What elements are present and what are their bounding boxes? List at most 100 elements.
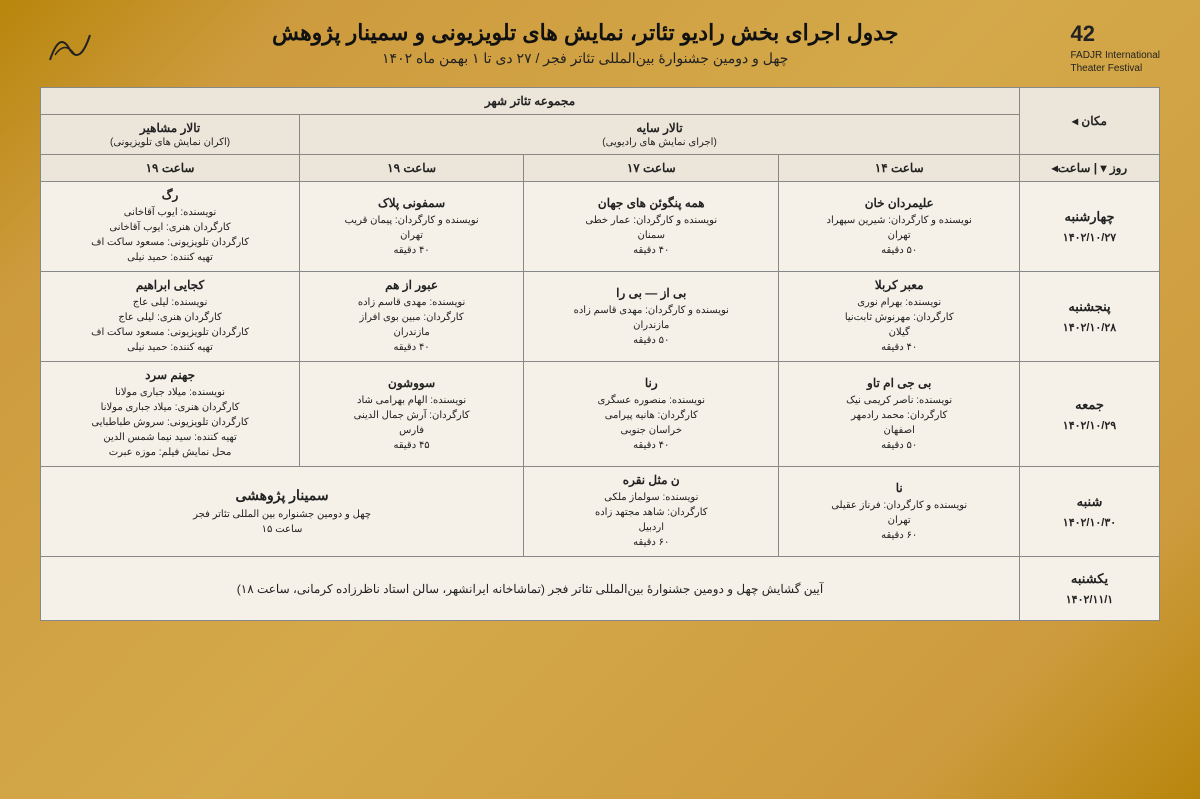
r3-c14-line-1: تهران: [787, 513, 1011, 528]
hall-mashahir-sub: (اکران نمایش های تلویزیونی): [49, 137, 291, 148]
r3-c14-line-0: نویسنده و کارگردان: فرناز عقیلی: [787, 498, 1011, 513]
cell-19a: سمفونی پلاک نویسنده و کارگردان: پیمان قری…: [300, 182, 524, 272]
day-name: شنبه: [1028, 494, 1151, 510]
r1-c19a-title: عبور از هم: [308, 278, 515, 292]
r1-c17-line-0: نویسنده و کارگردان: مهدی قاسم زاده: [532, 303, 770, 318]
header-day-time: روز ▾ | ساعت◂: [1020, 155, 1160, 182]
hall-sayeh-name: تالار سایه: [636, 121, 682, 135]
day-cell: جمعه ۱۴۰۲/۱۰/۲۹: [1020, 362, 1160, 467]
r3-c17-title: ن مثل نقره: [532, 473, 770, 487]
r0-c19a-line-2: ۴۰ دقیقه: [308, 243, 515, 258]
seminar-title: سمینار پژوهشی: [49, 487, 515, 504]
header-time-19b: ساعت ۱۹: [41, 155, 300, 182]
r0-c19b-title: رگ: [49, 188, 291, 202]
page: 42 FADJR International Theater Festival …: [0, 0, 1200, 799]
festival-name-en2: Theater Festival: [1071, 62, 1161, 75]
header-time-17: ساعت ۱۷: [524, 155, 779, 182]
r0-c14-line-2: ۵۰ دقیقه: [787, 243, 1011, 258]
r1-c19b-title: کجایی ابراهیم: [49, 278, 291, 292]
r2-c17-line-0: نویسنده: منصوره عسگری: [532, 393, 770, 408]
calligraphy-logo: [40, 20, 100, 77]
seminar-line-0: چهل و دومین جشنواره بین المللی تئاتر فجر: [49, 507, 515, 522]
r1-c17-line-2: ۵۰ دقیقه: [532, 333, 770, 348]
r0-c19a-line-0: نویسنده و کارگردان: پیمان قریب: [308, 213, 515, 228]
r0-c19a-line-1: تهران: [308, 228, 515, 243]
r0-c19b-line-3: تهیه کننده: حمید نیلی: [49, 250, 291, 265]
r1-c14-line-0: نویسنده: بهرام نوری: [787, 295, 1011, 310]
r2-c19a-title: سووشون: [308, 376, 515, 390]
table-body: چهارشنبه۱۴۰۲/۱۰/۲۷علیمردان خاننویسنده و …: [41, 182, 1160, 621]
day-date: ۱۴۰۲/۱۰/۲۷: [1028, 231, 1151, 244]
festival-logo-right: 42 FADJR International Theater Festival: [1071, 20, 1161, 75]
day-cell: چهارشنبه۱۴۰۲/۱۰/۲۷: [1020, 182, 1160, 272]
r1-c19b-line-2: کارگردان تلویزیونی: مسعود ساکت اف: [49, 325, 291, 340]
day-date: ۱۴۰۲/۱۰/۲۹: [1028, 419, 1151, 432]
header-venue-group: مجموعه تئاتر شهر: [41, 88, 1020, 115]
day-name: یکشنبه: [1028, 571, 1151, 587]
r1-c14-line-3: ۴۰ دقیقه: [787, 340, 1011, 355]
r2-c19b-title: جهنم سرد: [49, 368, 291, 382]
r2-c19a-line-3: ۴۵ دقیقه: [308, 438, 515, 453]
title-main: جدول اجرای بخش رادیو تئاتر، نمایش های تل…: [120, 20, 1051, 46]
footer-text: آیین گشایش چهل و دومین جشنوارهٔ بین‌المل…: [41, 557, 1020, 621]
header-hall-sayeh: تالار سایه (اجرای نمایش های رادیویی): [300, 115, 1020, 155]
r2-c19b-line-3: تهیه کننده: سید نیما شمس الدین: [49, 430, 291, 445]
hall-sayeh-sub: (اجرای نمایش های رادیویی): [308, 137, 1011, 148]
header-place: مکان ◂: [1020, 88, 1160, 155]
table-row: شنبه ۱۴۰۲/۱۰/۳۰ نا نویسنده و کارگردان: فرنا…: [41, 467, 1160, 557]
r0-c19b-line-1: کارگردان هنری: ایوب آقاخانی: [49, 220, 291, 235]
header-hall-mashahir: تالار مشاهیر (اکران نمایش های تلویزیونی): [41, 115, 300, 155]
r2-c17-title: رنا: [532, 376, 770, 390]
r3-c17-line-3: ۶۰ دقیقه: [532, 535, 770, 550]
cell-14: علیمردان خاننویسنده و کارگردان: شیرین سپ…: [779, 182, 1020, 272]
seminar-cell: سمینار پژوهشی چهل و دومین جشنواره بین الم…: [41, 467, 524, 557]
seminar-line-1: ساعت ۱۵: [49, 522, 515, 537]
r2-c19b-line-1: کارگردان هنری: میلاد جباری مولانا: [49, 400, 291, 415]
title-sub: چهل و دومین جشنوارهٔ بین‌المللی تئاتر فج…: [120, 50, 1051, 67]
day-cell: شنبه ۱۴۰۲/۱۰/۳۰: [1020, 467, 1160, 557]
day-cell: پنجشنبه۱۴۰۲/۱۰/۲۸: [1020, 272, 1160, 362]
day-date: ۱۴۰۲/۱۱/۱: [1028, 593, 1151, 606]
r0-c19a-title: سمفونی پلاک: [308, 196, 515, 210]
r3-c17-line-1: کارگردان: شاهد مجتهد زاده: [532, 505, 770, 520]
r1-c19a-line-0: نویسنده: مهدی قاسم زاده: [308, 295, 515, 310]
r0-c14-line-1: تهران: [787, 228, 1011, 243]
r0-c14-title: علیمردان خان: [787, 196, 1011, 210]
r2-c17-line-1: کارگردان: هانیه پیرامی: [532, 408, 770, 423]
cell-17: بی از — بی رانویسنده و کارگردان: مهدی قا…: [524, 272, 779, 362]
day-name: جمعه: [1028, 397, 1151, 413]
cell-17: رنا نویسنده: منصوره عسگریکارگردان: هانیه …: [524, 362, 779, 467]
r0-c19b-line-2: کارگردان تلویزیونی: مسعود ساکت اف: [49, 235, 291, 250]
r1-c14-line-1: کارگردان: مهرنوش ثابت‌نیا: [787, 310, 1011, 325]
table-row: چهارشنبه۱۴۰۲/۱۰/۲۷علیمردان خاننویسنده و …: [41, 182, 1160, 272]
festival-number: 42: [1071, 20, 1161, 49]
r1-c17-line-1: مازندران: [532, 318, 770, 333]
r3-c17-line-0: نویسنده: سولماز ملکی: [532, 490, 770, 505]
cell-19a: سووشوننویسنده: الهام بهرامی شادکارگردان:…: [300, 362, 524, 467]
r0-c17-line-0: نویسنده و کارگردان: عمار خطی: [532, 213, 770, 228]
r2-c19a-line-0: نویسنده: الهام بهرامی شاد: [308, 393, 515, 408]
header-time-19a: ساعت ۱۹: [300, 155, 524, 182]
day-name: پنجشنبه: [1028, 299, 1151, 315]
r1-c14-line-2: گیلان: [787, 325, 1011, 340]
r3-c17-line-2: اردبیل: [532, 520, 770, 535]
r2-c17-line-2: خراسان جنوبی: [532, 423, 770, 438]
header-titles: جدول اجرای بخش رادیو تئاتر، نمایش های تل…: [100, 20, 1071, 67]
r1-c14-title: معبر کربلا: [787, 278, 1011, 292]
r3-c14-title: نا: [787, 481, 1011, 495]
r2-c14-line-2: اصفهان: [787, 423, 1011, 438]
cell-17: ن مثل نقره نویسنده: سولماز ملکیکارگردان: …: [524, 467, 779, 557]
cell-14: نا نویسنده و کارگردان: فرناز عقیلیتهران۶۰…: [779, 467, 1020, 557]
r2-c14-title: بی جی ام تاو: [787, 376, 1011, 390]
cell-14: معبر کربلا نویسنده: بهرام نوریکارگردان: م…: [779, 272, 1020, 362]
day-date: ۱۴۰۲/۱۰/۳۰: [1028, 516, 1151, 529]
header: 42 FADJR International Theater Festival …: [40, 20, 1160, 77]
r1-c19a-line-3: ۴۰ دقیقه: [308, 340, 515, 355]
r2-c14-line-3: ۵۰ دقیقه: [787, 438, 1011, 453]
r2-c14-line-1: کارگردان: محمد رادمهر: [787, 408, 1011, 423]
day-cell: یکشنبه ۱۴۰۲/۱۱/۱: [1020, 557, 1160, 621]
table-row: جمعه۱۴۰۲/۱۰/۲۹بی جی ام تاونویسنده: ناصر …: [41, 362, 1160, 467]
r1-c19a-line-1: کارگردان: مبین بوی افراز: [308, 310, 515, 325]
hall-mashahir-name: تالار مشاهیر: [140, 121, 200, 135]
r3-c14-line-2: ۶۰ دقیقه: [787, 528, 1011, 543]
